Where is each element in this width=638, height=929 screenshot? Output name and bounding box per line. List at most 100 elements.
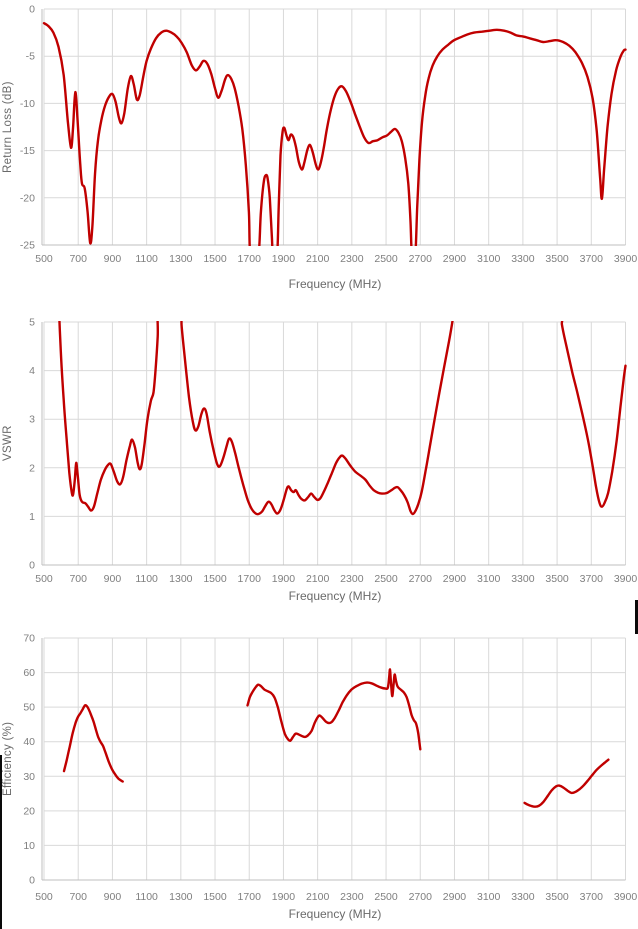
svg-text:4: 4 xyxy=(29,365,35,377)
svg-text:3: 3 xyxy=(29,414,35,426)
series-line-return-loss xyxy=(42,22,627,246)
svg-text:40: 40 xyxy=(23,736,35,748)
svg-text:3900: 3900 xyxy=(614,891,638,903)
svg-text:2500: 2500 xyxy=(374,891,398,903)
vswr-chart: VSWR 500 700 900 1100 1300 1500 1700 1900 2100 23… xyxy=(0,295,638,615)
svg-text:-15: -15 xyxy=(20,145,35,157)
svg-text:700: 700 xyxy=(69,253,87,265)
vswr-plot-area: 500 700 900 1100 1300 1500 1700 1900 2100 2300 250… xyxy=(29,317,637,586)
svg-text:2900: 2900 xyxy=(443,253,467,265)
svg-text:10: 10 xyxy=(23,840,35,852)
series-line-efficiency xyxy=(523,758,610,808)
svg-text:5: 5 xyxy=(29,317,35,329)
svg-text:2300: 2300 xyxy=(340,573,364,585)
series-lines xyxy=(42,22,627,246)
svg-text:1900: 1900 xyxy=(272,573,296,585)
return-loss-x-axis-title: Frequency (MHz) xyxy=(288,277,382,291)
tick-labels: 500 700 900 1100 1300 1500 1700 1900 2100 2300 250… xyxy=(29,317,637,586)
svg-text:1500: 1500 xyxy=(203,253,227,265)
svg-text:20: 20 xyxy=(23,805,35,817)
axis-lines xyxy=(41,638,626,881)
svg-text:0: 0 xyxy=(29,4,35,16)
svg-text:2100: 2100 xyxy=(306,253,330,265)
series-lines xyxy=(62,668,610,808)
svg-text:700: 700 xyxy=(69,573,87,585)
svg-text:1700: 1700 xyxy=(238,891,262,903)
svg-text:3500: 3500 xyxy=(545,573,569,585)
screen-right-edge-artifact xyxy=(635,600,638,634)
svg-text:3300: 3300 xyxy=(511,891,535,903)
svg-text:3100: 3100 xyxy=(477,573,501,585)
series-line-efficiency xyxy=(62,704,124,783)
series-line-efficiency xyxy=(246,668,422,751)
svg-text:-10: -10 xyxy=(20,98,35,110)
svg-text:3300: 3300 xyxy=(511,573,535,585)
screen-left-edge-artifact xyxy=(0,755,2,929)
svg-text:-25: -25 xyxy=(20,240,35,252)
svg-text:2900: 2900 xyxy=(443,891,467,903)
svg-text:2700: 2700 xyxy=(409,891,433,903)
svg-text:60: 60 xyxy=(23,667,35,679)
svg-text:1900: 1900 xyxy=(272,891,296,903)
svg-text:1900: 1900 xyxy=(272,253,296,265)
svg-text:900: 900 xyxy=(104,253,122,265)
svg-text:3900: 3900 xyxy=(614,573,638,585)
efficiency-x-axis-title: Frequency (MHz) xyxy=(288,907,382,921)
svg-text:3100: 3100 xyxy=(477,891,501,903)
svg-text:3900: 3900 xyxy=(614,253,638,265)
svg-text:2900: 2900 xyxy=(443,573,467,585)
svg-text:500: 500 xyxy=(35,573,53,585)
svg-text:2300: 2300 xyxy=(340,891,364,903)
svg-text:30: 30 xyxy=(23,771,35,783)
svg-text:1100: 1100 xyxy=(135,573,158,585)
svg-text:3700: 3700 xyxy=(580,891,604,903)
svg-text:1100: 1100 xyxy=(135,253,158,265)
svg-text:0: 0 xyxy=(29,875,35,887)
svg-text:3700: 3700 xyxy=(580,253,604,265)
svg-text:50: 50 xyxy=(23,702,35,714)
tick-labels: 500 700 900 1100 1300 1500 1700 1900 2100 2300 250… xyxy=(23,633,637,904)
svg-text:70: 70 xyxy=(23,633,35,645)
svg-text:3500: 3500 xyxy=(545,253,569,265)
svg-text:900: 900 xyxy=(104,891,122,903)
svg-text:2700: 2700 xyxy=(409,253,433,265)
svg-text:3500: 3500 xyxy=(545,891,569,903)
svg-text:1700: 1700 xyxy=(238,573,262,585)
gridlines xyxy=(43,637,626,881)
svg-text:1100: 1100 xyxy=(135,891,158,903)
gridlines xyxy=(43,321,626,566)
svg-text:2300: 2300 xyxy=(340,253,364,265)
svg-text:2500: 2500 xyxy=(374,253,398,265)
svg-text:500: 500 xyxy=(35,253,53,265)
svg-text:1300: 1300 xyxy=(169,573,193,585)
svg-text:700: 700 xyxy=(69,891,87,903)
svg-text:2500: 2500 xyxy=(374,573,398,585)
svg-text:500: 500 xyxy=(35,891,53,903)
efficiency-chart: Efficiency (%) 500 700 900 1100 1300 1500 1700… xyxy=(0,615,638,929)
svg-text:1500: 1500 xyxy=(203,573,227,585)
svg-text:1300: 1300 xyxy=(169,253,193,265)
svg-text:2: 2 xyxy=(29,462,35,474)
svg-text:2100: 2100 xyxy=(306,573,330,585)
tick-labels: 500 700 900 1100 1300 1500 1700 1900 2100 2300 250… xyxy=(20,4,638,266)
gridlines xyxy=(43,8,626,246)
svg-text:1300: 1300 xyxy=(169,891,193,903)
efficiency-plot-area: 500 700 900 1100 1300 1500 1700 1900 2100 2300 250… xyxy=(23,633,637,904)
axis-lines xyxy=(41,9,626,246)
series-lines xyxy=(58,321,627,516)
return-loss-plot-area: 500 700 900 1100 1300 1500 1700 1900 2100 2300 250… xyxy=(20,4,638,266)
svg-text:-20: -20 xyxy=(20,192,35,204)
svg-text:2100: 2100 xyxy=(306,891,330,903)
svg-text:0: 0 xyxy=(29,560,35,572)
svg-text:3700: 3700 xyxy=(580,573,604,585)
series-line-vswr xyxy=(58,321,627,516)
svg-text:1: 1 xyxy=(29,511,35,523)
vswr-x-axis-title: Frequency (MHz) xyxy=(288,589,382,603)
svg-text:1700: 1700 xyxy=(238,253,262,265)
svg-text:2700: 2700 xyxy=(409,573,433,585)
axis-lines xyxy=(41,322,626,566)
return-loss-chart: Return Loss (dB) 500 700 900 1100 1300 1500 17… xyxy=(0,0,638,295)
svg-text:3300: 3300 xyxy=(511,253,535,265)
svg-text:-5: -5 xyxy=(26,51,35,63)
